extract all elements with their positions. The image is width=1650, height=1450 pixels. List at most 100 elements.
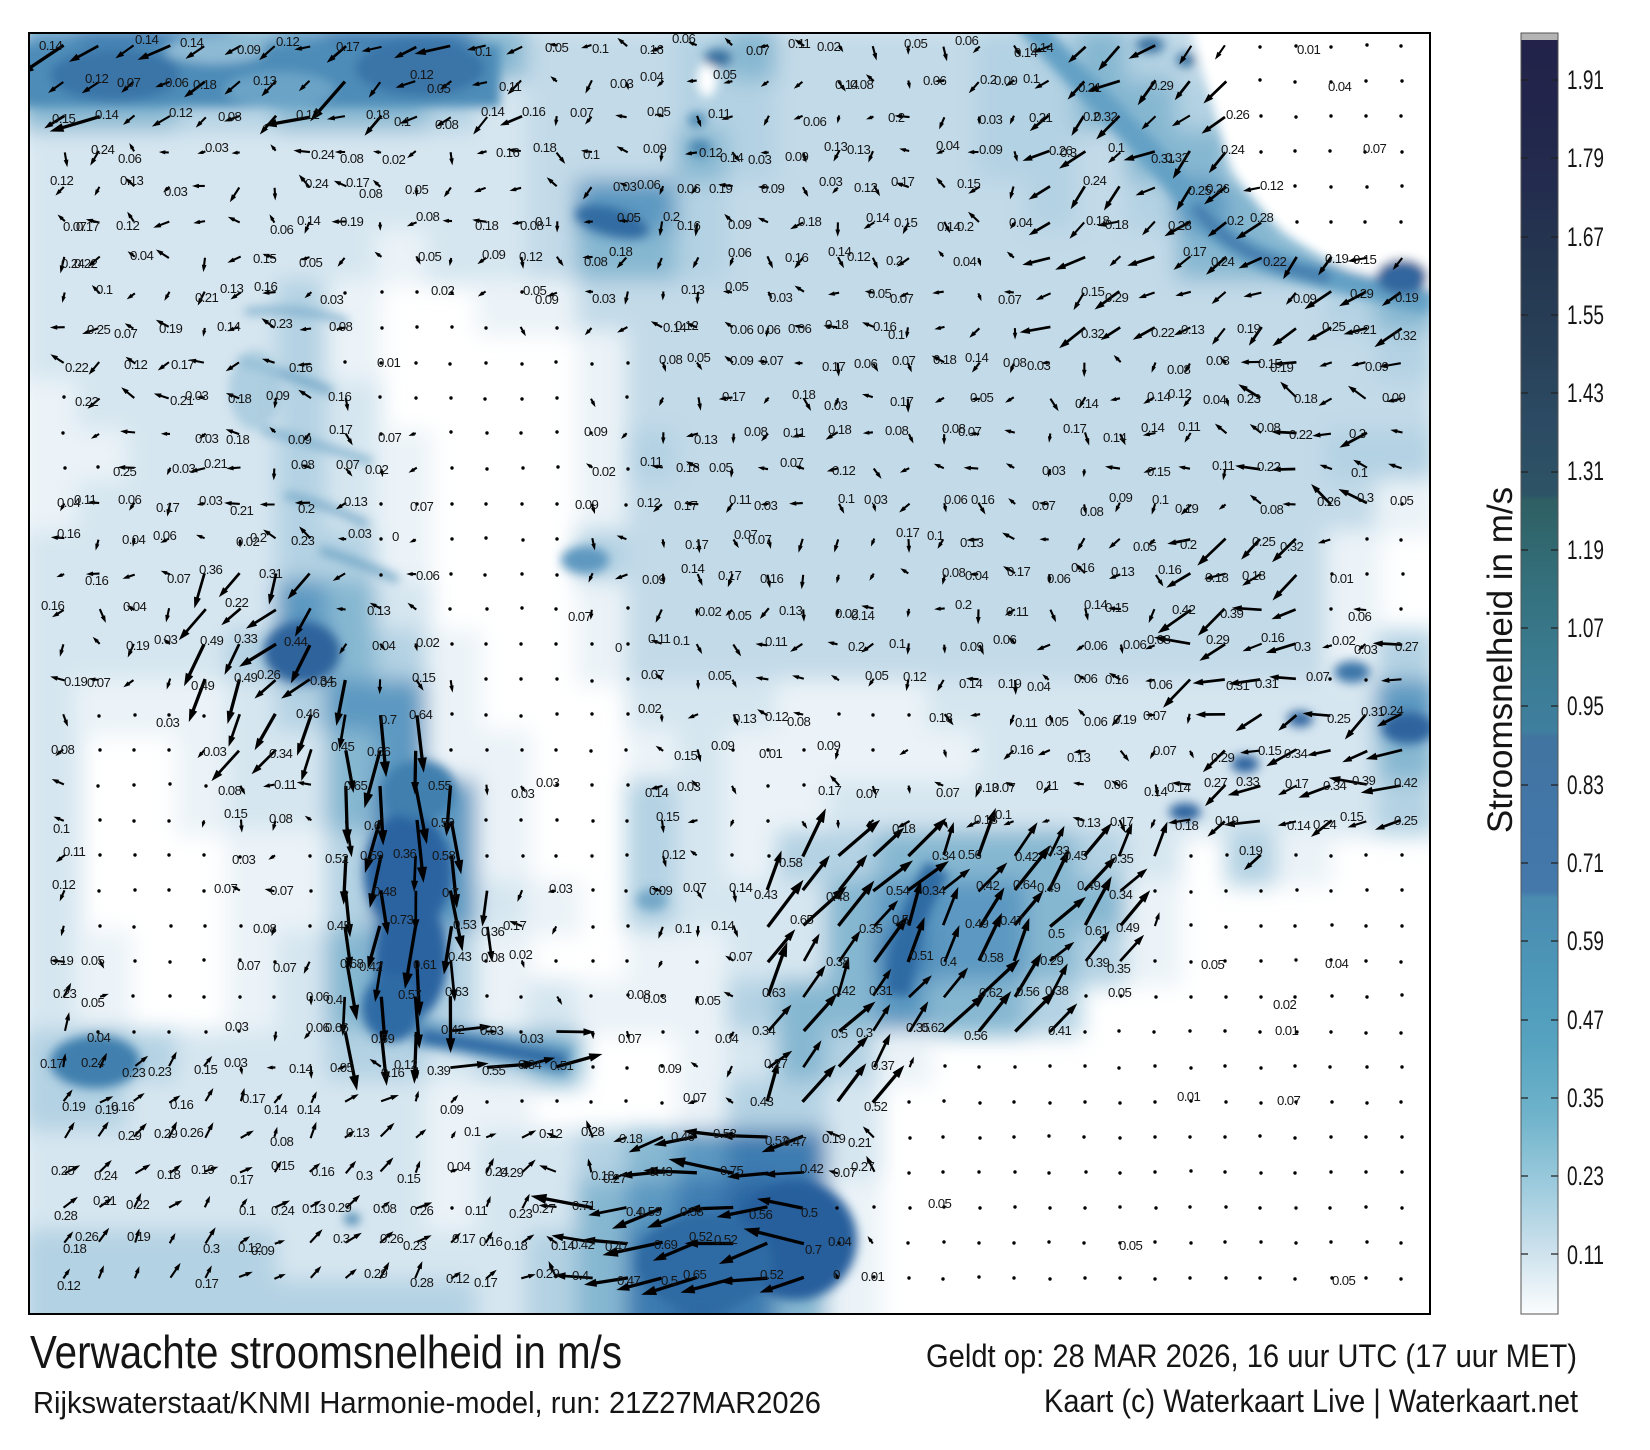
svg-text:0.29: 0.29 — [328, 1200, 352, 1215]
svg-text:0.12: 0.12 — [519, 249, 543, 264]
svg-text:0.13: 0.13 — [302, 1201, 326, 1216]
svg-text:0.1: 0.1 — [53, 821, 70, 836]
svg-text:0.06: 0.06 — [1084, 638, 1108, 653]
svg-text:0.22: 0.22 — [75, 394, 99, 409]
svg-text:0.24: 0.24 — [61, 256, 85, 271]
svg-text:0.5: 0.5 — [831, 1026, 848, 1041]
svg-text:0.11: 0.11 — [788, 36, 811, 51]
svg-text:1.07: 1.07 — [1567, 613, 1604, 643]
svg-text:0.13: 0.13 — [1111, 564, 1135, 579]
svg-text:0.05: 0.05 — [725, 279, 749, 294]
svg-text:0.22: 0.22 — [1289, 427, 1313, 442]
svg-text:0.16: 0.16 — [328, 389, 352, 404]
svg-text:0.16: 0.16 — [170, 1097, 194, 1112]
svg-text:0.27: 0.27 — [764, 1056, 788, 1071]
svg-text:0.08: 0.08 — [51, 742, 75, 757]
svg-text:0.22: 0.22 — [74, 256, 98, 271]
svg-text:0.08: 0.08 — [329, 319, 353, 334]
svg-text:0.07: 0.07 — [729, 949, 753, 964]
svg-text:0.08: 0.08 — [218, 109, 242, 124]
svg-text:0.25: 0.25 — [1322, 319, 1346, 334]
svg-text:0.03: 0.03 — [748, 152, 772, 167]
svg-text:0.21: 0.21 — [204, 456, 228, 471]
svg-text:0.06: 0.06 — [1047, 571, 1071, 586]
svg-text:0.59: 0.59 — [371, 1031, 395, 1046]
svg-text:0.11: 0.11 — [1036, 778, 1059, 793]
svg-text:0.02: 0.02 — [236, 534, 260, 549]
svg-text:0.14: 0.14 — [959, 676, 983, 691]
svg-text:0.52: 0.52 — [325, 851, 349, 866]
svg-text:0.07: 0.07 — [833, 1165, 857, 1180]
svg-text:0.06: 0.06 — [788, 321, 812, 336]
svg-text:0.14: 0.14 — [1141, 420, 1165, 435]
svg-text:0.1: 0.1 — [888, 327, 905, 342]
svg-text:0.25: 0.25 — [87, 322, 111, 337]
svg-text:0.29: 0.29 — [364, 1266, 388, 1281]
svg-text:0.11: 0.11 — [63, 844, 86, 859]
svg-text:0.17: 0.17 — [685, 537, 709, 552]
svg-text:1.91: 1.91 — [1567, 65, 1604, 95]
svg-text:0.02: 0.02 — [592, 464, 616, 479]
svg-text:0.35: 0.35 — [906, 1020, 930, 1035]
svg-text:0.02: 0.02 — [509, 947, 533, 962]
svg-text:0.19: 0.19 — [1325, 251, 1349, 266]
svg-text:0.1: 0.1 — [673, 633, 690, 648]
svg-text:0.52: 0.52 — [765, 1133, 789, 1148]
svg-text:0.03: 0.03 — [819, 174, 843, 189]
svg-text:0.59: 0.59 — [638, 1204, 662, 1219]
svg-text:0.2: 0.2 — [1180, 537, 1197, 552]
svg-text:0.34: 0.34 — [310, 673, 334, 688]
svg-text:0.17: 0.17 — [474, 1275, 498, 1290]
svg-text:0.5: 0.5 — [892, 912, 909, 927]
svg-text:0.24: 0.24 — [1221, 142, 1245, 157]
svg-text:0.16: 0.16 — [1010, 742, 1034, 757]
svg-text:0.05: 0.05 — [617, 210, 641, 225]
svg-text:0.16: 0.16 — [496, 145, 520, 160]
svg-text:0.49: 0.49 — [191, 678, 215, 693]
svg-text:0.1: 0.1 — [889, 636, 906, 651]
svg-text:0.15: 0.15 — [674, 748, 698, 763]
svg-text:0.42: 0.42 — [832, 983, 856, 998]
svg-text:0.17: 0.17 — [346, 175, 370, 190]
svg-text:0.17: 0.17 — [156, 500, 180, 515]
svg-text:0.29: 0.29 — [154, 1126, 178, 1141]
svg-text:0.1: 0.1 — [1108, 140, 1125, 155]
svg-text:0.1: 0.1 — [464, 1124, 481, 1139]
svg-text:0.05: 0.05 — [713, 67, 737, 82]
svg-text:0.08: 0.08 — [1167, 362, 1191, 377]
svg-text:0.35: 0.35 — [1110, 851, 1134, 866]
svg-text:0.59: 0.59 — [360, 848, 384, 863]
svg-text:0.52: 0.52 — [760, 1267, 784, 1282]
svg-text:0.13: 0.13 — [694, 432, 718, 447]
svg-text:0.08: 0.08 — [584, 254, 608, 269]
svg-text:0.09: 0.09 — [649, 883, 673, 898]
svg-text:0.25: 0.25 — [51, 1163, 75, 1178]
svg-text:0.2: 0.2 — [250, 530, 267, 545]
svg-text:0.15: 0.15 — [656, 809, 680, 824]
svg-text:0.42: 0.42 — [359, 959, 383, 974]
svg-text:0.26: 0.26 — [1049, 143, 1073, 158]
svg-text:0.42: 0.42 — [1172, 602, 1196, 617]
svg-text:0.35: 0.35 — [859, 921, 883, 936]
svg-text:0.44: 0.44 — [284, 634, 308, 649]
svg-text:0.19: 0.19 — [998, 676, 1022, 691]
svg-text:0.18: 0.18 — [1294, 391, 1318, 406]
svg-text:0.26: 0.26 — [257, 667, 281, 682]
svg-text:0.56: 0.56 — [1016, 984, 1040, 999]
svg-text:Stroomsnelheid in m/s: Stroomsnelheid in m/s — [1481, 487, 1520, 833]
svg-text:0.11: 0.11 — [1567, 1240, 1604, 1270]
svg-text:0.08: 0.08 — [481, 950, 505, 965]
svg-text:0.08: 0.08 — [270, 1134, 294, 1149]
svg-text:0.19: 0.19 — [1395, 290, 1419, 305]
svg-text:0.19: 0.19 — [127, 1229, 151, 1244]
svg-text:0.04: 0.04 — [1027, 679, 1051, 694]
svg-text:0.16: 0.16 — [1071, 560, 1095, 575]
svg-text:0.2: 0.2 — [1227, 213, 1244, 228]
svg-text:0.24: 0.24 — [485, 1164, 509, 1179]
svg-text:0.02: 0.02 — [382, 152, 406, 167]
svg-text:0.13: 0.13 — [975, 780, 999, 795]
svg-text:0.17: 0.17 — [822, 359, 846, 374]
svg-text:0.35: 0.35 — [1567, 1083, 1604, 1113]
svg-text:0.1: 0.1 — [1351, 465, 1368, 480]
svg-text:0.17: 0.17 — [818, 783, 842, 798]
